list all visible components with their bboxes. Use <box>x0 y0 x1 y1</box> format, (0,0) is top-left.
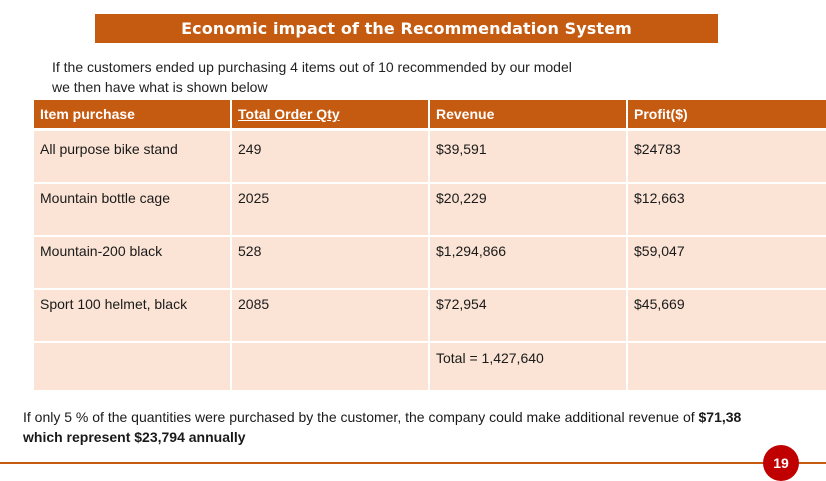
cell-qty: 249 <box>230 128 429 183</box>
cell-item: Mountain-200 black <box>34 235 231 289</box>
footer-note: If only 5 % of the quantities were purch… <box>23 407 826 447</box>
table-row: All purpose bike stand 249 $39,591 $2478… <box>34 128 826 183</box>
table-row: Mountain bottle cage 2025 $20,229 $12,66… <box>34 182 826 236</box>
footer-line-2-suffix: annually <box>184 429 246 445</box>
footer-line-1-text: If only 5 % of the quantities were purch… <box>23 409 699 425</box>
cell-item: Sport 100 helmet, black <box>34 288 231 342</box>
cell-revenue: $72,954 <box>428 288 627 342</box>
cell-revenue: $1,294,866 <box>428 235 627 289</box>
page-title: Economic impact of the Recommendation Sy… <box>181 19 632 38</box>
footer-line-1: If only 5 % of the quantities were purch… <box>23 407 826 427</box>
intro-line-2: we then have what is shown below <box>52 79 268 95</box>
header-total-order-qty: Total Order Qty <box>230 100 429 130</box>
cell-qty: 2025 <box>230 182 429 236</box>
intro-text: If the customers ended up purchasing 4 i… <box>52 57 692 97</box>
revenue-total: Total = 1,427,640 <box>428 341 627 390</box>
table-header-row: Item purchase Total Order Qty Revenue Pr… <box>34 100 826 130</box>
cell-revenue: $20,229 <box>428 182 627 236</box>
additional-revenue-value: $71,38 <box>698 409 742 425</box>
bottom-divider <box>0 462 826 464</box>
total-row: Total = 1,427,640 <box>34 341 826 390</box>
header-profit: Profit($) <box>626 100 826 130</box>
intro-line-1: If the customers ended up purchasing 4 i… <box>52 59 572 75</box>
title-bar: Economic impact of the Recommendation Sy… <box>95 14 718 43</box>
page-number-badge: 19 <box>763 445 799 481</box>
impact-table: Item purchase Total Order Qty Revenue Pr… <box>34 100 826 390</box>
footer-line-2-text: which represent <box>23 429 135 445</box>
cell-empty <box>230 341 429 390</box>
annual-value: $23,794 <box>134 429 185 445</box>
header-item-purchase: Item purchase <box>34 100 231 130</box>
footer-line-2: which represent $23,794 annually <box>23 427 826 447</box>
cell-profit: $45,669 <box>626 288 826 342</box>
cell-profit: $12,663 <box>626 182 826 236</box>
cell-qty: 528 <box>230 235 429 289</box>
cell-revenue: $39,591 <box>428 128 627 183</box>
cell-profit: $24783 <box>626 128 826 183</box>
table-row: Mountain-200 black 528 $1,294,866 $59,04… <box>34 235 826 289</box>
cell-empty <box>626 341 826 390</box>
cell-qty: 2085 <box>230 288 429 342</box>
table-row: Sport 100 helmet, black 2085 $72,954 $45… <box>34 288 826 342</box>
cell-item: Mountain bottle cage <box>34 182 231 236</box>
header-total-order-qty-label: Total Order Qty <box>238 106 340 122</box>
cell-profit: $59,047 <box>626 235 826 289</box>
cell-item: All purpose bike stand <box>34 128 231 183</box>
header-revenue: Revenue <box>428 100 627 130</box>
cell-empty <box>34 341 231 390</box>
